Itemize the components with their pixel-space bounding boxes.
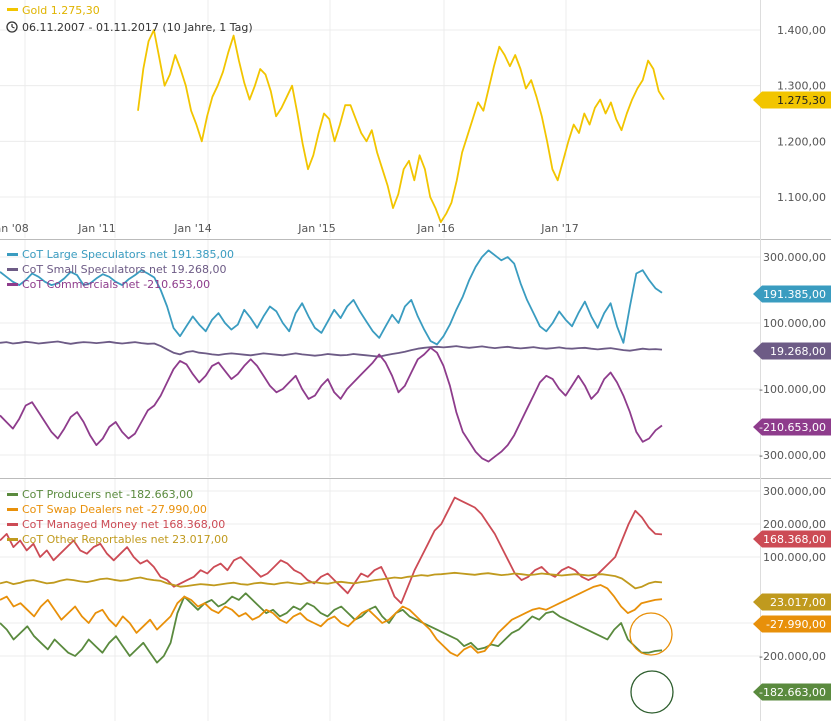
legend-label: CoT Large Speculators net 191.385,00	[22, 248, 234, 261]
y-tick-label: 1.300,00	[777, 80, 826, 93]
legend-label: CoT Other Reportables net 23.017,00	[22, 533, 228, 546]
clock-icon	[6, 21, 18, 33]
gold-line[interactable]	[137, 29, 665, 223]
grid-layer	[0, 0, 760, 721]
y-axis-ticks: 1.400,00 1.300,00 1.200,00 1.100,00 300.000,…	[759, 24, 826, 663]
legend-label: CoT Producers net -182.663,00	[22, 488, 193, 501]
swap-dealers-last-value-tag: -27.990,00	[753, 615, 831, 633]
producers-annotation-circle	[630, 670, 674, 714]
cot-producers-net-line[interactable]	[0, 592, 663, 664]
svg-text:-27.990,00: -27.990,00	[766, 618, 826, 631]
y-tick-label: 100.000,00	[763, 317, 826, 330]
gold-legend-label: Gold 1.275,30	[22, 4, 100, 17]
x-axis-ticks: Jan '08 Jan '11 Jan '14 Jan '15 Jan '16 Jan '…	[0, 222, 579, 235]
y-tick-label: -100.000,00	[759, 383, 826, 396]
svg-text:23.017,00: 23.017,00	[770, 596, 826, 609]
svg-text:-182.663,00: -182.663,00	[759, 686, 826, 699]
cot-commercials-net-line[interactable]	[0, 346, 663, 463]
legend-label: CoT Managed Money net 168.368,00	[22, 518, 225, 531]
gold-legend[interactable]: Gold 1.275,30	[7, 4, 100, 17]
cot-disaggregated-legend: CoT Producers net -182.663,00 CoT Swap De…	[7, 488, 228, 546]
cot-other-reportables-net-line[interactable]	[0, 571, 663, 590]
legend-swatch	[7, 253, 18, 256]
legend-item-cot-large-speculators-net[interactable]: CoT Large Speculators net 191.385,00	[7, 248, 234, 261]
svg-text:19.268,00: 19.268,00	[770, 345, 826, 358]
svg-text:191.385,00: 191.385,00	[763, 288, 826, 301]
x-tick-label: Jan '11	[77, 222, 115, 235]
x-tick-label: Jan '14	[173, 222, 211, 235]
legend-item-cot-small-speculators-net[interactable]: CoT Small Speculators net 19.268,00	[7, 263, 227, 276]
x-tick-label: Jan '17	[540, 222, 578, 235]
commercials-last-value-tag: -210.653,00	[753, 418, 831, 436]
y-tick-label: 200.000,00	[763, 518, 826, 531]
legend-swatch	[7, 523, 18, 526]
legend-label: CoT Commercials net -210.653,00	[22, 278, 210, 291]
managed-money-last-value-tag: 168.368,00	[753, 530, 831, 548]
legend-swatch	[7, 268, 18, 271]
x-tick-label: Jan '08	[0, 222, 29, 235]
large-speculators-last-value-tag: 191.385,00	[753, 285, 831, 303]
legend-item-cot-producers-net[interactable]: CoT Producers net -182.663,00	[7, 488, 193, 501]
legend-swatch	[7, 493, 18, 496]
legend-label: CoT Swap Dealers net -27.990,00	[22, 503, 207, 516]
cot-legend: CoT Large Speculators net 191.385,00 CoT …	[7, 248, 234, 291]
cot-swap-dealers-net-line[interactable]	[0, 584, 663, 657]
legend-label: CoT Small Speculators net 19.268,00	[22, 263, 227, 276]
series-layer	[0, 29, 665, 664]
legend-swatch	[7, 508, 18, 511]
y-tick-label: 300.000,00	[763, 485, 826, 498]
y-tick-label: 100.000,00	[763, 551, 826, 564]
small-speculators-last-value-tag: 19.268,00	[753, 342, 831, 360]
legend-swatch	[7, 538, 18, 541]
period-info[interactable]: 06.11.2007 - 01.11.2017 (10 Jahre, 1 Tag…	[6, 21, 253, 34]
y-tick-label: -200.000,00	[759, 650, 826, 663]
gold-last-value-tag: 1.275,30	[753, 91, 831, 109]
other-reportables-last-value-tag: 23.017,00	[753, 593, 831, 611]
gold-legend-swatch	[7, 8, 18, 11]
y-tick-label: 1.200,00	[777, 135, 826, 148]
svg-text:168.368,00: 168.368,00	[763, 533, 826, 546]
legend-item-cot-commercials-net[interactable]: CoT Commercials net -210.653,00	[7, 278, 210, 291]
y-tick-label: 300.000,00	[763, 251, 826, 264]
legend-item-cot-other-reportables-net[interactable]: CoT Other Reportables net 23.017,00	[7, 533, 228, 546]
y-tick-label: -300.000,00	[759, 449, 826, 462]
swap-dealers-annotation-circle	[629, 612, 673, 656]
y-tick-label: 1.100,00	[777, 191, 826, 204]
cot-large-speculators-net-line[interactable]	[0, 249, 663, 346]
cot-small-speculators-net-line[interactable]	[0, 340, 663, 358]
legend-swatch	[7, 283, 18, 286]
svg-text:-210.653,00: -210.653,00	[759, 421, 826, 434]
legend-item-cot-managed-money-net[interactable]: CoT Managed Money net 168.368,00	[7, 518, 225, 531]
legend-item-cot-swap-dealers-net[interactable]: CoT Swap Dealers net -27.990,00	[7, 503, 207, 516]
x-tick-label: Jan '15	[297, 222, 335, 235]
last-value-labels: 1.275,30 191.385,00 19.268,00 -210.653,00 16…	[753, 91, 831, 701]
producers-last-value-tag: -182.663,00	[753, 683, 831, 701]
period-label: 06.11.2007 - 01.11.2017 (10 Jahre, 1 Tag…	[22, 21, 253, 34]
y-tick-label: 1.400,00	[777, 24, 826, 37]
svg-text:1.275,30: 1.275,30	[777, 94, 826, 107]
x-tick-label: Jan '16	[416, 222, 454, 235]
